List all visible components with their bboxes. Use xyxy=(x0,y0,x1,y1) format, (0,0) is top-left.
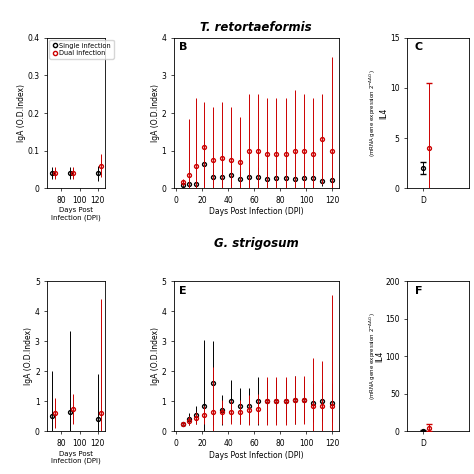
Text: G. strigosum: G. strigosum xyxy=(214,237,298,250)
Text: B: B xyxy=(179,43,187,53)
X-axis label: Days Post
Infection (DPI): Days Post Infection (DPI) xyxy=(52,208,101,221)
Text: (mRNA gene expression $2^{-\Delta\Delta C_t}$): (mRNA gene expression $2^{-\Delta\Delta … xyxy=(368,312,378,400)
Y-axis label: IL4: IL4 xyxy=(380,107,389,118)
Text: F: F xyxy=(415,286,422,296)
X-axis label: Days Post
Infection (DPI): Days Post Infection (DPI) xyxy=(52,451,101,464)
Text: E: E xyxy=(179,286,186,296)
Text: C: C xyxy=(415,43,423,53)
Y-axis label: IgA (O.D.Index): IgA (O.D.Index) xyxy=(151,84,160,142)
Text: (mRNA gene expression $2^{-\Delta\Delta C_t}$): (mRNA gene expression $2^{-\Delta\Delta … xyxy=(368,69,378,157)
Y-axis label: IL4: IL4 xyxy=(375,351,384,362)
Y-axis label: IgA (O.D.Index): IgA (O.D.Index) xyxy=(151,327,160,385)
X-axis label: Days Post Infection (DPI): Days Post Infection (DPI) xyxy=(209,208,303,217)
Legend: Single infection, Dual infection: Single infection, Dual infection xyxy=(49,40,114,59)
Text: T. retortaeformis: T. retortaeformis xyxy=(200,21,312,34)
X-axis label: Days Post Infection (DPI): Days Post Infection (DPI) xyxy=(209,451,303,460)
Y-axis label: IgA (O.D.Index): IgA (O.D.Index) xyxy=(25,327,34,385)
Y-axis label: IgA (O.D.Index): IgA (O.D.Index) xyxy=(17,84,26,142)
